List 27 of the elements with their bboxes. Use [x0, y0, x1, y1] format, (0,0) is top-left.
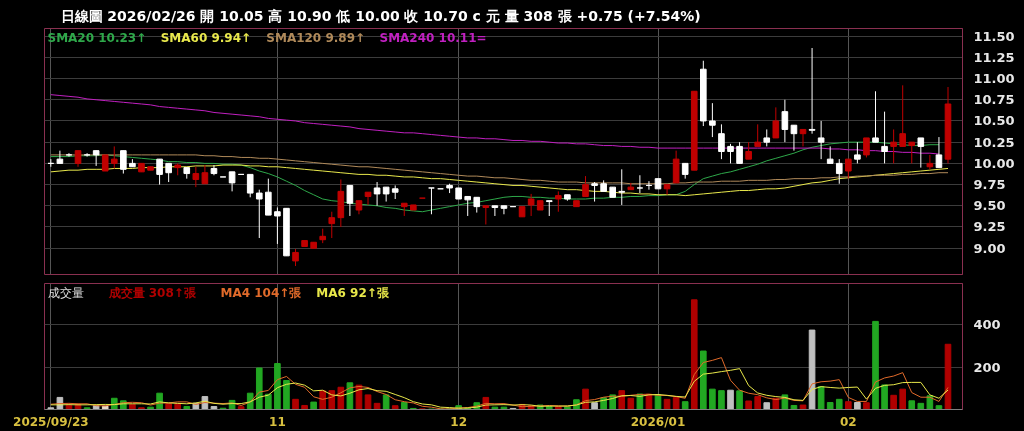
y-tick-label: 11.00 [973, 71, 1015, 87]
text: SMA240 10.11= [379, 30, 487, 45]
y-tick-label: 10.50 [973, 113, 1015, 129]
x-tick-label: 12 [450, 414, 467, 429]
y-tick-label: 200 [973, 359, 1001, 375]
x-tick-label: 2026/01 [630, 414, 686, 429]
y-tick-label: 10.75 [973, 92, 1015, 108]
y-tick-label: 9.50 [973, 198, 1006, 214]
y-tick-label: 400 [973, 317, 1001, 333]
text: MA6 92↑張 [316, 285, 390, 300]
text: SMA60 9.94↑ [160, 30, 252, 45]
y-tick-label: 9.75 [973, 177, 1006, 193]
x-tick-label: 11 [269, 414, 286, 429]
text: SMA20 10.23↑ [47, 30, 147, 45]
chart-title: 日線圖 2026/02/26 開 10.05 高 10.90 低 10.00 收 10.70 c 元 量 308 張 +0.75 (+7.54%) [60, 7, 701, 24]
x-tick-label: 2025/09/23 [13, 414, 89, 429]
text: MA4 104↑張 [220, 285, 303, 300]
y-tick-label: 10.00 [973, 155, 1015, 171]
chart-title: 成交量 [47, 285, 84, 300]
y-tick-label: 11.50 [973, 28, 1015, 44]
y-tick-label: 9.00 [973, 240, 1006, 256]
y-tick-label: 9.25 [973, 219, 1006, 235]
y-tick-label: 10.25 [973, 134, 1015, 150]
text: 成交量 308↑張 [107, 285, 197, 300]
text: SMA120 9.89↑ [266, 30, 366, 45]
y-tick-label: 11.25 [973, 49, 1015, 65]
x-tick-label: 02 [839, 414, 857, 429]
